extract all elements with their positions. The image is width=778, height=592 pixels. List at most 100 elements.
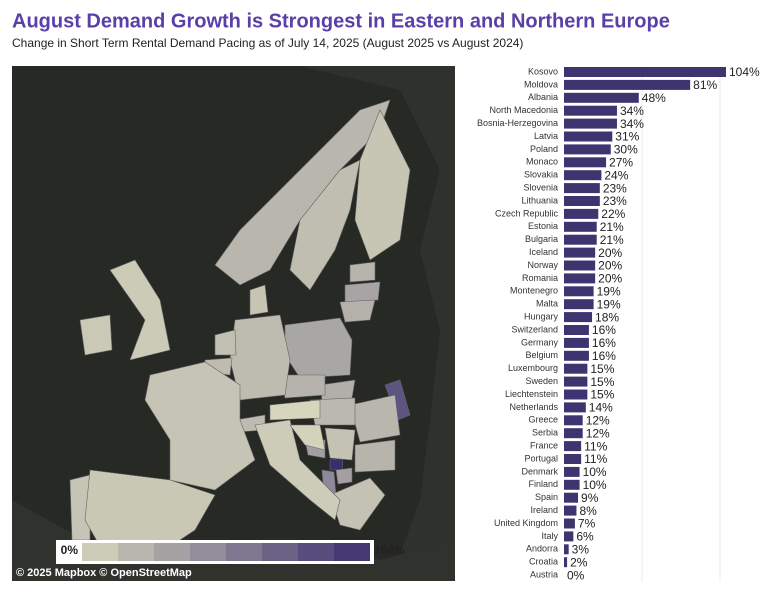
y-tick-label: Sweden — [525, 376, 558, 386]
y-tick-label: Bosnia-Herzegovina — [477, 118, 558, 128]
data-label: 11% — [584, 439, 607, 453]
map-region — [354, 109, 411, 261]
data-label: 31% — [615, 130, 639, 144]
map-region — [289, 424, 326, 451]
y-tick-label: Austria — [530, 569, 558, 579]
data-label: 22% — [601, 207, 625, 221]
data-label: 8% — [579, 504, 597, 518]
bar — [564, 376, 588, 387]
legend-swatch — [262, 543, 298, 561]
data-label: 0% — [567, 568, 585, 582]
data-label: 48% — [642, 91, 666, 105]
bar — [564, 118, 617, 129]
data-label: 2% — [570, 555, 588, 569]
data-label: 21% — [600, 233, 624, 247]
bar — [564, 273, 596, 284]
data-label: 16% — [592, 336, 616, 350]
data-label: 30% — [614, 143, 638, 157]
map-region — [269, 399, 321, 421]
legend-swatch — [190, 543, 226, 561]
data-label: 11% — [584, 452, 607, 466]
y-tick-label: Estonia — [528, 221, 558, 231]
y-tick-label: Bulgaria — [525, 234, 558, 244]
legend-swatch — [298, 543, 334, 561]
data-label: 34% — [620, 104, 644, 118]
bar — [564, 234, 597, 245]
bar — [564, 505, 577, 516]
data-label: 81% — [693, 78, 717, 92]
map-region — [349, 261, 376, 283]
data-label: 19% — [597, 297, 621, 311]
y-tick-label: Liechtenstein — [505, 389, 558, 399]
data-label: 3% — [572, 542, 590, 556]
y-tick-label: Lithuania — [521, 195, 558, 205]
data-label: 12% — [586, 413, 610, 427]
map-region — [79, 314, 113, 356]
y-tick-label: Andorra — [526, 544, 558, 554]
map-attribution: © 2025 Mapbox © OpenStreetMap — [16, 567, 192, 579]
y-tick-label: Slovakia — [524, 170, 558, 180]
map-region — [324, 427, 356, 461]
data-label: 7% — [578, 517, 596, 531]
y-tick-label: Denmark — [521, 466, 558, 476]
bar — [564, 183, 600, 194]
y-tick-label: Poland — [530, 144, 558, 154]
bar — [564, 144, 611, 155]
bar — [564, 479, 580, 490]
y-tick-label: Albania — [528, 92, 558, 102]
bar — [564, 286, 594, 297]
y-tick-label: Netherlands — [509, 402, 558, 412]
map-region — [329, 457, 344, 471]
y-tick-label: Malta — [536, 299, 558, 309]
bar — [564, 441, 582, 452]
bar — [564, 196, 600, 206]
data-label: 15% — [590, 375, 614, 389]
y-tick-label: Moldova — [524, 79, 558, 89]
map-region — [289, 159, 361, 291]
y-tick-label: Finland — [528, 479, 558, 489]
map-region — [249, 284, 269, 316]
y-tick-label: Croatia — [529, 557, 558, 567]
data-label: 34% — [620, 117, 644, 131]
bar — [564, 170, 602, 181]
y-tick-label: Iceland — [529, 247, 558, 257]
y-tick-label: Monaco — [526, 157, 558, 167]
bar — [564, 518, 575, 529]
data-label: 23% — [603, 181, 627, 195]
y-tick-label: France — [530, 440, 558, 450]
bar — [564, 557, 568, 568]
bar — [564, 92, 639, 103]
data-label: 20% — [598, 272, 622, 286]
data-label: 10% — [583, 478, 607, 492]
bar — [564, 312, 593, 323]
map-region — [214, 329, 237, 356]
legend-label: 104% — [374, 543, 405, 557]
y-tick-label: Luxembourg — [508, 363, 558, 373]
bar — [564, 325, 589, 335]
y-tick-label: Spain — [535, 492, 558, 502]
data-label: 14% — [589, 401, 613, 415]
bar — [564, 131, 613, 142]
data-label: 9% — [581, 491, 599, 505]
data-label: 20% — [598, 259, 622, 273]
data-label: 10% — [583, 465, 607, 479]
bar — [564, 67, 726, 77]
data-label: 21% — [600, 220, 624, 234]
data-label: 19% — [597, 284, 621, 298]
bar — [564, 466, 580, 477]
y-tick-label: Czech Republic — [495, 208, 559, 218]
y-tick-label: Slovenia — [523, 182, 558, 192]
data-label: 15% — [590, 362, 614, 376]
data-label: 27% — [609, 155, 633, 169]
data-label: 24% — [604, 168, 628, 182]
bar — [564, 337, 589, 348]
bar — [564, 208, 599, 219]
legend-label: 0% — [61, 543, 79, 557]
bar — [564, 260, 596, 271]
map-region — [144, 361, 256, 491]
y-tick-label: United Kingdom — [494, 518, 558, 528]
map-region — [344, 281, 381, 303]
y-tick-label: Romania — [522, 273, 558, 283]
y-tick-label: Germany — [521, 337, 559, 347]
